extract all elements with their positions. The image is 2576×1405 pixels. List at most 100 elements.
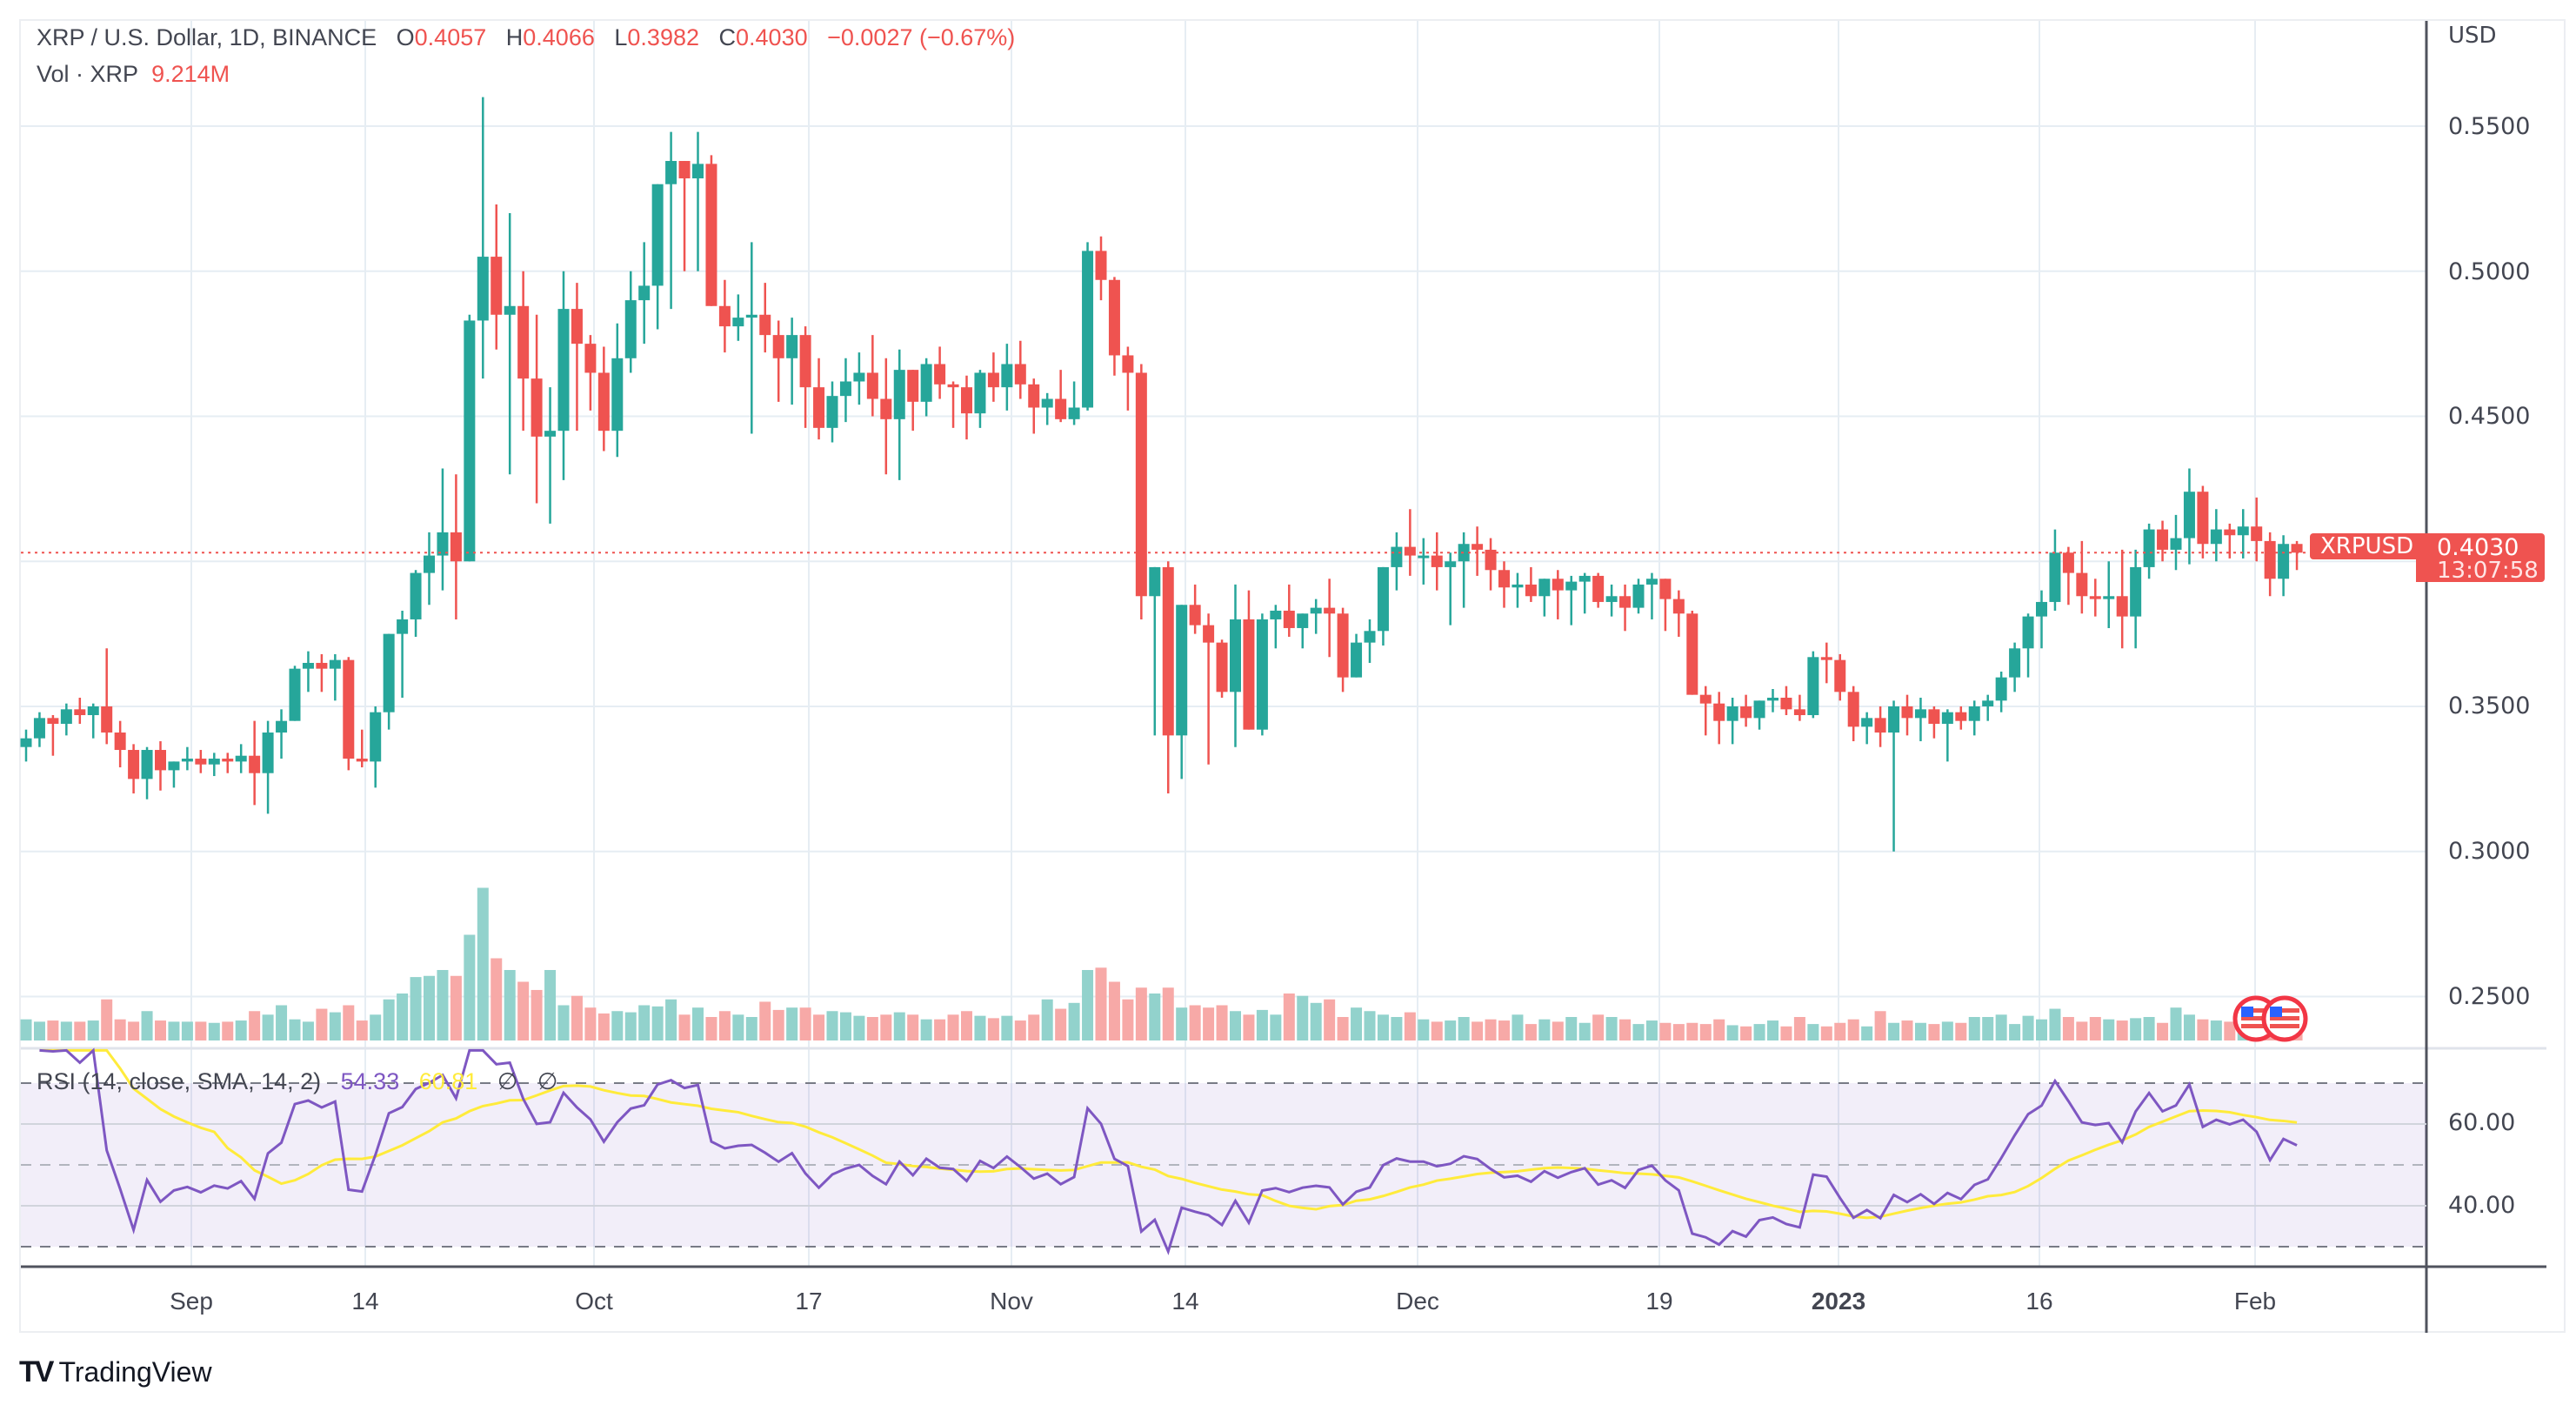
price-tick: 0.5500 <box>2448 113 2531 140</box>
volume-bar <box>87 1020 99 1040</box>
volume-bar <box>1014 1020 1026 1040</box>
candle-body <box>1149 566 1161 597</box>
volume-bar <box>1216 1005 1228 1040</box>
volume-bar <box>1230 1011 1241 1040</box>
candle-body <box>1055 398 1067 419</box>
candle-body <box>987 372 999 388</box>
rsi-label[interactable]: RSI (14, close, SMA, 14, 2) <box>37 1068 322 1094</box>
candle-body <box>2022 616 2034 649</box>
volume-bar <box>665 999 677 1040</box>
time-tick: Oct <box>575 1288 613 1315</box>
rsi-sma-line <box>39 1048 2298 1220</box>
volume-bar <box>1726 1025 1738 1040</box>
volume-bar <box>316 1008 328 1040</box>
close-label: C <box>718 24 737 50</box>
volume-bar <box>114 1019 126 1040</box>
candle-body <box>1068 407 1080 419</box>
candle-body <box>866 372 878 399</box>
volume-bar <box>1485 1019 1497 1040</box>
price-tick: 0.3000 <box>2448 838 2531 865</box>
volume-bar <box>450 975 462 1040</box>
candle-body <box>1189 605 1201 626</box>
candle-body <box>1552 579 1564 591</box>
candle-body <box>2291 544 2303 553</box>
candle-body <box>235 755 247 762</box>
volume-bar <box>813 1014 825 1040</box>
volume-bar <box>222 1021 234 1040</box>
volume-bar <box>1377 1014 1389 1040</box>
candle-body <box>2183 492 2195 539</box>
candle-body <box>880 398 892 419</box>
volume-bar <box>1472 1021 1484 1040</box>
volume-bar <box>987 1018 999 1040</box>
volume-bar <box>1418 1019 1430 1040</box>
volume-bar <box>1337 1017 1349 1040</box>
volume-bar <box>329 1012 341 1040</box>
volume-bar <box>1592 1014 1605 1040</box>
candle-body <box>2062 552 2074 573</box>
volume-bar <box>1767 1020 1779 1040</box>
candle-body <box>316 662 328 669</box>
candle-body <box>1297 613 1309 628</box>
tradingview-logo-icon: TV <box>19 1355 54 1388</box>
volume-bar <box>1041 999 1053 1040</box>
volume-bar <box>732 1014 744 1040</box>
volume-bar <box>1847 1019 1859 1040</box>
candle-body <box>437 532 449 556</box>
candle-body <box>2009 648 2021 678</box>
time-tick: 14 <box>351 1288 379 1315</box>
candle-body <box>383 633 395 713</box>
currency-label[interactable]: USD <box>2448 23 2497 49</box>
candle-body <box>1699 694 1712 704</box>
candle-body <box>181 759 193 762</box>
rsi-sma-value: 60.81 <box>418 1068 478 1094</box>
symbol-title[interactable]: XRP / U.S. Dollar, 1D, BINANCE <box>37 24 377 50</box>
candle-body <box>557 309 570 432</box>
candle-body <box>1578 575 1591 582</box>
volume-bar <box>1283 994 1295 1040</box>
volume-bar <box>2130 1018 2142 1040</box>
volume-label[interactable]: Vol · XRP <box>37 61 139 87</box>
candle-body <box>961 387 972 414</box>
candle-body <box>1928 709 1940 725</box>
volume-bar <box>302 1021 314 1040</box>
candle-body <box>853 372 865 382</box>
volume-bar <box>1874 1011 1886 1040</box>
volume-bar <box>893 1012 905 1040</box>
chart-frame <box>19 19 2566 1333</box>
candle-body <box>2278 544 2290 579</box>
candle-body <box>1270 610 1282 619</box>
candle-body <box>1901 706 1913 719</box>
volume-bar <box>1512 1014 1524 1040</box>
candle-body <box>356 759 368 762</box>
volume-bar <box>1256 1009 1268 1040</box>
volume-bar <box>1941 1021 1953 1040</box>
volume-bar <box>974 1015 986 1040</box>
volume-bar <box>276 1005 288 1040</box>
volume-bar <box>1243 1014 1255 1040</box>
candle-body <box>1941 712 1953 725</box>
volume-bar <box>1458 1017 1470 1040</box>
candle-body <box>2049 552 2061 602</box>
high-label: H <box>505 24 524 50</box>
candle-body <box>2103 596 2115 599</box>
volume-bar <box>1445 1020 1457 1040</box>
volume-bar <box>491 958 503 1040</box>
candle-body <box>1445 561 1457 567</box>
flag-stripe <box>2270 1024 2299 1028</box>
candle-body <box>1095 251 1107 280</box>
candle-body <box>1820 657 1832 660</box>
volume-bar <box>1095 967 1107 1040</box>
time-tick: Dec <box>1396 1288 1439 1315</box>
candle-body <box>1645 579 1658 585</box>
candle-body <box>799 335 811 388</box>
volume-bar <box>437 970 449 1040</box>
price-tick: 0.2500 <box>2448 983 2531 1010</box>
candle-body <box>759 314 771 336</box>
candle-body <box>2170 538 2182 550</box>
candle-body <box>974 372 986 414</box>
tradingview-brand[interactable]: TV TradingView <box>19 1355 212 1389</box>
candle-body <box>249 755 261 773</box>
candle-body <box>1619 596 1632 608</box>
